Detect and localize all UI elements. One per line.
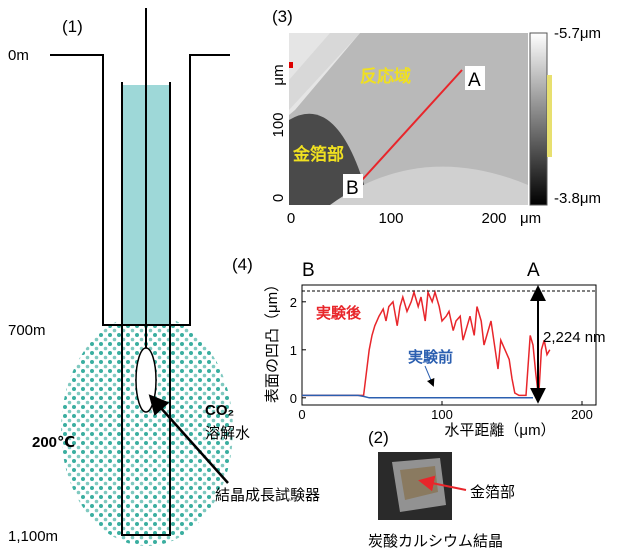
co2: CO₂ [205, 402, 234, 419]
y-tick-label: 0 [290, 391, 297, 406]
point-label: B [346, 178, 359, 199]
point-label: A [468, 70, 481, 91]
end-label: B [302, 260, 315, 281]
scale-label: -3.8μm [554, 190, 601, 207]
y-axis-label: 表面の凹凸（μm） [264, 277, 281, 403]
afm-image [289, 33, 528, 205]
series-label: 実験後 [316, 304, 362, 322]
scale-label: -5.7μm [554, 25, 601, 42]
y-tick-label: 100 [270, 112, 287, 137]
x-axis-label: 水平距離（μm） [444, 421, 555, 439]
region-label: 金箔部 [292, 144, 344, 164]
x-tick-label: 0 [287, 210, 295, 227]
figure: (1) 0m 700m 1,100m 200℃ CO₂ 溶解水 結晶成長試験器 … [0, 0, 626, 551]
x-tick-label: 100 [431, 407, 453, 422]
depth: 0m [8, 47, 29, 64]
pointer [425, 366, 433, 385]
panel-label: (4) [232, 255, 253, 274]
crystal-photo [378, 452, 466, 520]
x-tick-label: 200 [481, 210, 506, 227]
colorbar-range [547, 75, 552, 157]
end-label: A [527, 260, 540, 281]
y-unit: μm [270, 64, 287, 85]
device-label: 結晶成長試験器 [215, 487, 320, 504]
co2-note: 溶解水 [205, 425, 250, 442]
panel-label: (2) [368, 428, 389, 447]
series-line [302, 395, 533, 397]
y-tick-label: 0 [270, 194, 287, 202]
gold-label: 金箔部 [470, 484, 515, 501]
y-tick-label: 1 [290, 343, 297, 358]
caption: 炭酸カルシウム結晶 [368, 533, 503, 550]
x-tick-label: 0 [298, 407, 305, 422]
x-tick-label: 200 [571, 407, 593, 422]
y-tick-label: 2 [290, 295, 297, 310]
colorbar [530, 33, 547, 205]
panel-label: (3) [272, 7, 293, 26]
well-diagram [50, 8, 233, 546]
region-label: 反応域 [360, 66, 411, 86]
temperature: 200℃ [32, 434, 75, 451]
x-unit: μm [520, 210, 541, 227]
depth: 700m [8, 322, 46, 339]
depth: 1,100m [8, 528, 58, 545]
series-label: 実験前 [408, 348, 453, 366]
x-tick-label: 100 [378, 210, 403, 227]
reference-label: 2,224 nm [543, 329, 606, 346]
panel-label: (1) [62, 17, 83, 36]
